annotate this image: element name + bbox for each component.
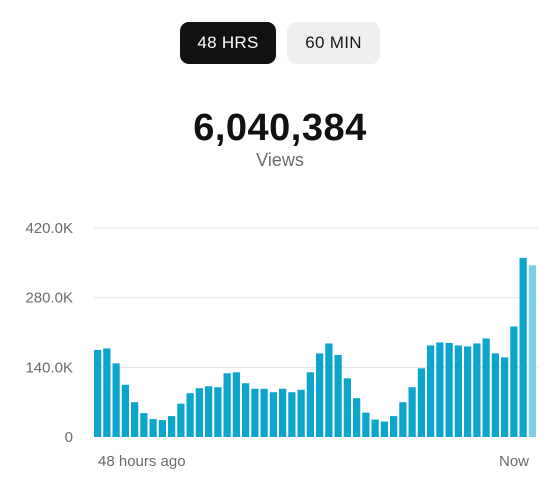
- chart-bar-current[interactable]: [528, 265, 536, 437]
- chart-bar[interactable]: [260, 388, 268, 437]
- tab-60-min[interactable]: 60 MIN: [287, 22, 380, 64]
- chart-bar[interactable]: [242, 383, 250, 437]
- time-range-toggle: 48 HRS 60 MIN: [180, 22, 380, 64]
- chart-bar[interactable]: [427, 345, 435, 437]
- chart-bar[interactable]: [168, 416, 176, 437]
- y-tick-label: 140.0K: [25, 359, 73, 376]
- chart-bar[interactable]: [501, 357, 509, 437]
- tab-48-hrs[interactable]: 48 HRS: [180, 22, 276, 64]
- chart-bar[interactable]: [408, 387, 416, 437]
- chart-bar[interactable]: [288, 392, 296, 437]
- chart-bar[interactable]: [149, 419, 157, 437]
- chart-bar[interactable]: [371, 419, 379, 437]
- chart-bar[interactable]: [510, 326, 518, 437]
- chart-bar[interactable]: [223, 373, 231, 437]
- y-tick-label: 280.0K: [25, 290, 73, 307]
- chart-bar[interactable]: [103, 348, 111, 437]
- y-tick-label: 0: [65, 429, 73, 446]
- chart-bar[interactable]: [325, 343, 333, 437]
- chart-bar[interactable]: [417, 368, 425, 437]
- y-tick-label: 420.0K: [25, 220, 73, 237]
- chart-bar[interactable]: [297, 389, 305, 437]
- views-total: 6,040,384: [193, 107, 367, 149]
- chart-bar[interactable]: [473, 343, 481, 437]
- chart-bar[interactable]: [353, 398, 361, 437]
- chart-bar[interactable]: [205, 386, 213, 437]
- chart-bar[interactable]: [177, 403, 185, 437]
- views-label: Views: [256, 150, 304, 170]
- chart-bar[interactable]: [491, 353, 499, 437]
- x-axis-end-label: Now: [499, 453, 530, 470]
- chart-bar[interactable]: [436, 342, 444, 437]
- chart-y-axis: 0 140.0K 280.0K 420.0K: [25, 220, 73, 446]
- chart-bar[interactable]: [464, 346, 472, 437]
- chart-bar[interactable]: [454, 345, 462, 437]
- chart-bar[interactable]: [269, 392, 277, 437]
- chart-bar[interactable]: [131, 402, 139, 437]
- chart-bar[interactable]: [306, 372, 314, 437]
- chart-bar[interactable]: [362, 412, 370, 437]
- chart-bar[interactable]: [251, 388, 259, 437]
- chart-bar[interactable]: [380, 421, 388, 437]
- chart-bar[interactable]: [316, 353, 324, 437]
- chart-bar[interactable]: [112, 363, 120, 437]
- chart-bar[interactable]: [232, 372, 240, 437]
- chart-gridlines: [94, 227, 538, 368]
- chart-bar[interactable]: [334, 354, 342, 437]
- chart-bar[interactable]: [121, 384, 129, 437]
- chart-bar[interactable]: [390, 416, 398, 437]
- chart-bars: [94, 257, 536, 437]
- chart-bar[interactable]: [214, 387, 222, 437]
- x-axis-start-label: 48 hours ago: [98, 453, 186, 470]
- chart-bar[interactable]: [279, 388, 287, 437]
- chart-bar[interactable]: [343, 378, 351, 437]
- chart-bar[interactable]: [195, 388, 203, 437]
- chart-bar[interactable]: [140, 413, 148, 437]
- chart-bar[interactable]: [186, 393, 194, 437]
- chart-bar[interactable]: [399, 402, 407, 437]
- chart-bar[interactable]: [158, 420, 166, 437]
- chart-bar[interactable]: [445, 342, 453, 437]
- chart-bar[interactable]: [94, 349, 102, 437]
- chart-bar[interactable]: [482, 338, 490, 437]
- chart-bar[interactable]: [519, 257, 527, 437]
